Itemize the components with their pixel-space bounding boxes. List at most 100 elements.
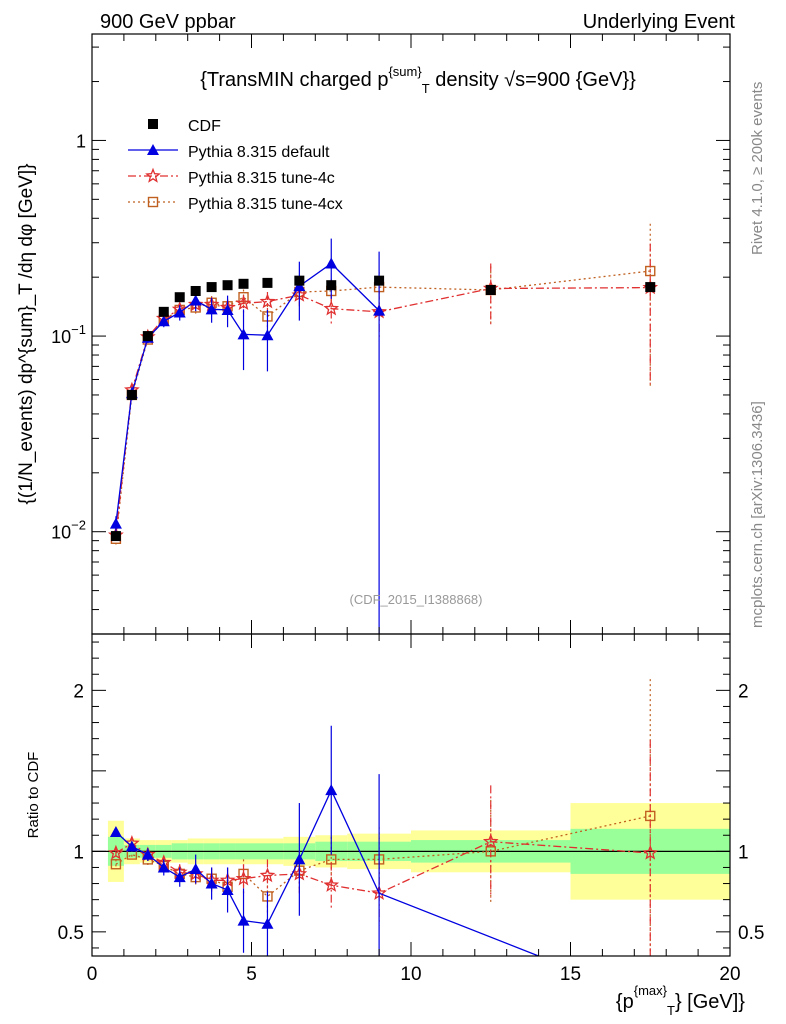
legend-label-tune-4cx: Pythia 8.315 tune-4cx bbox=[188, 196, 343, 213]
y-tick-label-exponent: −1 bbox=[71, 322, 86, 337]
ratio-axis-labels: 0.5 0.51 12 20 5 10 15 20 bbox=[58, 681, 765, 985]
legend-label-cdf: CDF bbox=[188, 118, 221, 135]
data-point-pythia-8-315-tune-4c bbox=[323, 876, 340, 892]
ratio-axis-ticks bbox=[91, 634, 731, 956]
data-point-pythia-8-315-default bbox=[157, 861, 170, 873]
data-point-pythia-8-315-default bbox=[109, 826, 122, 838]
series-pythia-8-315-tune-4cx bbox=[110, 223, 656, 545]
title-pre: {TransMIN charged p bbox=[200, 69, 388, 91]
ratio-y-tick-label: 1 bbox=[73, 842, 84, 863]
ratio-y-tick-label-right: 1 bbox=[738, 842, 749, 863]
rivet-credit: Rivet 4.1.0, ≥ 200k events bbox=[749, 82, 766, 255]
main-axis-labels: 10−210−11 bbox=[51, 131, 86, 542]
ratio-y-tick-label: 2 bbox=[73, 681, 84, 702]
legend: CDF Pythia 8.315 default Pythia 8.315 tu… bbox=[128, 118, 343, 213]
y-tick-label: 10−2 bbox=[51, 518, 86, 543]
title-sup: {sum} bbox=[388, 64, 422, 79]
data-point-cdf bbox=[190, 285, 201, 296]
data-point-pythia-8-315-default bbox=[237, 914, 250, 926]
ratio-y-tick-label-right: 0.5 bbox=[738, 923, 764, 944]
data-point-cdf bbox=[126, 389, 137, 400]
ratio-panel: 0.5 0.51 12 20 5 10 15 20 Ratio to CDF {p{max}T… bbox=[25, 633, 765, 1018]
mcplots-credit: mcplots.cern.ch [arXiv:1306.3436] bbox=[749, 401, 766, 628]
y-tick-label-base: 10 bbox=[51, 327, 71, 347]
data-point-cdf bbox=[294, 275, 305, 286]
title-post: density √s=900 {GeV}} bbox=[430, 69, 636, 91]
data-point-pythia-8-315-default bbox=[261, 329, 274, 341]
data-point-pythia-8-315-default bbox=[141, 848, 154, 860]
data-point-cdf bbox=[206, 282, 217, 293]
x-tick-label: 5 bbox=[246, 964, 257, 985]
ratio-y-tick-label-right: 2 bbox=[738, 681, 749, 702]
xlabel-sup: {max} bbox=[634, 983, 668, 998]
legend-marker-cdf bbox=[148, 119, 158, 129]
series-pythia-8-315-default bbox=[109, 725, 539, 956]
y-tick-label: 1 bbox=[76, 131, 86, 151]
title-sub: T bbox=[422, 81, 430, 96]
legend-marker-pythia-8-315-tune-4cx bbox=[147, 196, 159, 208]
data-point-pythia-8-315-default bbox=[261, 917, 274, 929]
legend-marker-pythia-8-315-default bbox=[147, 144, 159, 155]
main-data-layer bbox=[107, 223, 659, 634]
legend-label-tune-4c: Pythia 8.315 tune-4c bbox=[188, 170, 335, 187]
data-point-pythia-8-315-default bbox=[157, 315, 170, 327]
data-point-pythia-8-315-default bbox=[373, 304, 386, 316]
data-point-cdf bbox=[645, 282, 656, 293]
data-point-pythia-8-315-tune-4cx bbox=[110, 859, 122, 870]
data-point-pythia-8-315-default bbox=[293, 853, 306, 865]
data-point-cdf bbox=[485, 284, 496, 295]
y-tick-label-exponent: −2 bbox=[71, 518, 86, 533]
data-point-pythia-8-315-tune-4c bbox=[323, 300, 340, 316]
legend-entry-default: Pythia 8.315 default bbox=[128, 144, 330, 161]
data-point-pythia-8-315-default bbox=[173, 871, 186, 883]
series-line-pythia-8-315-tune-4c bbox=[115, 286, 651, 536]
ratio-frame bbox=[91, 633, 731, 957]
y-tick-label: 10−1 bbox=[51, 322, 86, 347]
series-cdf bbox=[110, 275, 656, 542]
chart-title: {TransMIN charged p{sum}T density √s=900… bbox=[200, 64, 636, 96]
data-point-pythia-8-315-tune-4c bbox=[482, 833, 499, 849]
main-ylabel: {(1/N_events) dp^{sum}_T /dη dφ [GeV]} bbox=[16, 164, 37, 505]
main-axis-ticks bbox=[91, 34, 731, 635]
data-point-pythia-8-315-tune-4c bbox=[259, 293, 276, 309]
data-point-cdf bbox=[238, 278, 249, 289]
legend-marker-pythia-8-315-tune-4c bbox=[145, 167, 161, 183]
data-point-cdf bbox=[142, 331, 153, 342]
ratio-y-tick-label: 0.5 bbox=[58, 923, 84, 944]
data-point-pythia-8-315-tune-4c bbox=[235, 870, 252, 886]
legend-entry-cdf: CDF bbox=[148, 118, 221, 135]
ratio-ylabel: Ratio to CDF bbox=[25, 752, 42, 839]
x-tick-label: 15 bbox=[560, 964, 581, 985]
ratio-data-layer bbox=[107, 679, 659, 956]
data-point-pythia-8-315-tune-4c bbox=[107, 844, 124, 860]
x-axis-label: {p{max} T} [GeV]} bbox=[616, 983, 745, 1018]
data-point-pythia-8-315-tune-4c bbox=[642, 844, 659, 860]
header-right: Underlying Event bbox=[583, 11, 736, 33]
data-point-pythia-8-315-default bbox=[237, 328, 250, 340]
data-point-pythia-8-315-default bbox=[109, 517, 122, 529]
xlabel-post: } [GeV]} bbox=[675, 991, 745, 1013]
header-left: 900 GeV ppbar bbox=[100, 11, 236, 33]
data-point-pythia-8-315-default bbox=[125, 840, 138, 852]
data-point-pythia-8-315-default bbox=[189, 294, 202, 306]
data-point-cdf bbox=[222, 280, 233, 291]
data-point-pythia-8-315-default bbox=[221, 883, 234, 895]
data-point-pythia-8-315-default bbox=[173, 306, 186, 318]
xlabel-pre: {p bbox=[616, 991, 634, 1013]
xlabel-sub: T bbox=[667, 1003, 675, 1018]
data-point-pythia-8-315-default bbox=[205, 303, 218, 315]
data-point-pythia-8-315-default bbox=[325, 257, 338, 269]
legend-entry-tune-4c: Pythia 8.315 tune-4c bbox=[128, 167, 335, 187]
data-point-pythia-8-315-tune-4c bbox=[235, 294, 252, 311]
y-tick-label-base: 10 bbox=[51, 523, 71, 543]
legend-label-default: Pythia 8.315 default bbox=[188, 144, 330, 161]
data-point-pythia-8-315-default bbox=[325, 784, 338, 796]
data-point-pythia-8-315-default bbox=[205, 877, 218, 889]
x-tick-label: 10 bbox=[400, 964, 421, 985]
data-point-cdf bbox=[262, 277, 273, 288]
x-tick-label: 20 bbox=[719, 964, 740, 985]
x-tick-label: 0 bbox=[87, 964, 98, 985]
data-point-cdf bbox=[326, 280, 337, 291]
data-point-pythia-8-315-default bbox=[221, 303, 234, 315]
